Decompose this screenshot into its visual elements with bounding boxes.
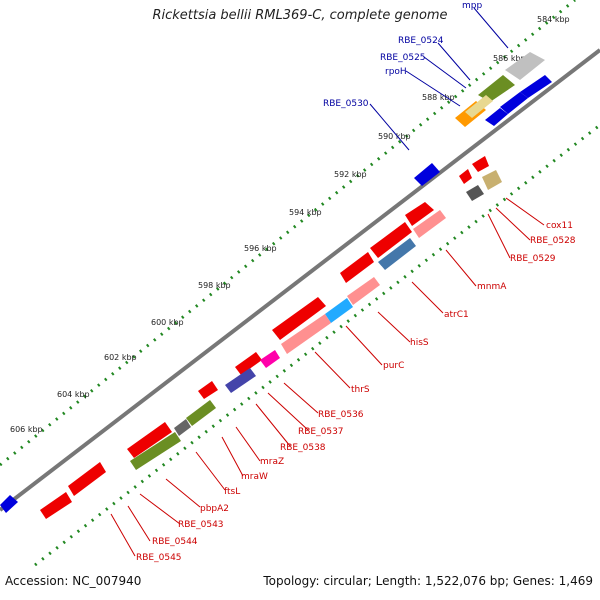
gene-label: rpoH [385,67,407,77]
gene-block [127,422,172,458]
gene-block [405,202,434,226]
gene-block [225,368,256,393]
gene-block [459,169,472,184]
gene-block [414,163,440,186]
gene-block [235,352,262,375]
gene-block [378,238,416,270]
gene-block [347,277,380,305]
tick-label: 588 kbp [422,93,455,102]
gene-label: RBE_0537 [298,427,344,437]
gene-labels-top: mpp RBE_0524 RBE_0525 rpoH RBE_0530 [323,1,482,109]
gene-block [413,210,446,238]
gene-block [68,462,106,496]
gene-label: hisS [410,338,429,348]
gene-block [281,314,331,354]
gene-block [198,381,218,399]
map-title: Rickettsia bellii RML369-C, complete gen… [152,8,448,23]
gene-block [472,156,489,172]
gene-labels-bottom: cox11 RBE_0528 RBE_0529 mnmA atrC1 hisS … [136,221,576,563]
gene-block [174,419,191,436]
gene-label: atrC1 [444,310,469,320]
tick-label: 606 kbp [10,425,43,434]
gene-label: ftsL [224,487,240,497]
gene-block [478,75,515,102]
tick-label: 604 kbp [57,390,90,399]
gene-label: RBE_0536 [318,410,364,420]
tick-label: 602 kbp [104,353,137,362]
tick-labels: 584 kbp 586 kbp 588 kbp 590 kbp 592 kbp … [10,15,570,434]
tick-label: 592 kbp [334,170,367,179]
summary-text: Topology: circular; Length: 1,522,076 bp… [263,574,593,588]
gene-block [186,400,216,426]
gene-block [272,297,326,340]
gene-label: mpp [462,1,482,11]
inner-tick-track [34,123,600,567]
tick-label: 598 kbp [198,281,231,290]
tick-label: 600 kbp [151,318,184,327]
gene-block [0,495,18,513]
gene-label: RBE_0529 [510,254,556,264]
tick-label: 586 kbp [493,54,526,63]
reverse-genes [40,156,502,519]
accession-text: Accession: NC_007940 [5,574,142,588]
tick-label: 596 kbp [244,244,277,253]
gene-label: RBE_0525 [380,53,426,63]
gene-block [482,170,502,190]
gene-label: RBE_0524 [398,36,444,46]
gene-label: RBE_0543 [178,520,224,530]
gene-label: mnmA [477,282,507,292]
gene-block [466,185,484,201]
gene-label: thrS [351,385,370,395]
outer-tick-track [0,0,576,467]
leader-lines [110,7,545,557]
backbone [0,48,600,512]
gene-block [40,492,72,519]
gene-block [485,108,508,126]
gene-block [325,298,353,323]
gene-label: RBE_0538 [280,443,326,453]
gene-block [465,95,493,118]
gene-block [340,252,374,283]
gene-block [130,432,181,470]
gene-block [505,52,545,80]
gene-block [500,92,528,114]
gene-label: RBE_0545 [136,553,182,563]
gene-block [370,222,412,258]
gene-label: RBE_0544 [152,537,198,547]
gene-label: cox11 [546,221,573,231]
gene-label: RBE_0528 [530,236,576,246]
gene-label: purC [383,361,404,371]
gene-label: mraW [241,472,268,482]
forward-genes [0,52,552,513]
tick-label: 590 kbp [378,132,411,141]
tick-label: 584 kbp [537,15,570,24]
gene-block [260,350,280,368]
gene-block [520,75,552,98]
gene-label: RBE_0530 [323,99,369,109]
gene-label: mraZ [260,457,284,467]
tick-label: 594 kbp [289,208,322,217]
gene-label: pbpA2 [200,504,229,514]
